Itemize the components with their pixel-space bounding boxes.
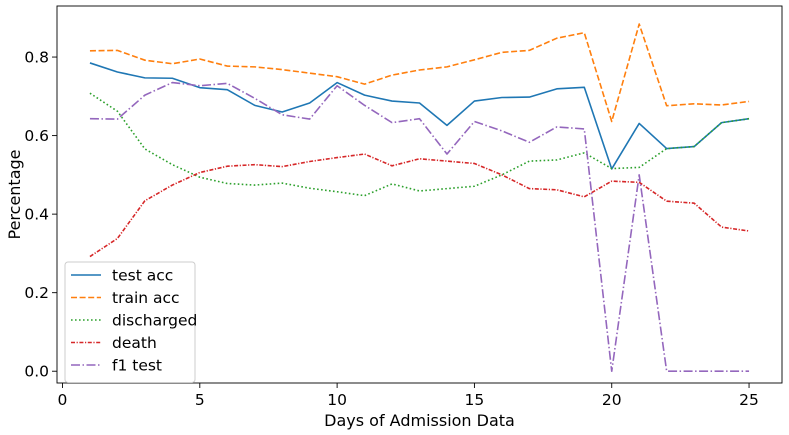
x-tick-label: 20 [602, 391, 622, 409]
series-line-death [89, 153, 750, 258]
series-layer [89, 23, 750, 373]
y-tick-label: 0.6 [24, 127, 49, 145]
y-tick-label: 0.2 [24, 284, 49, 302]
legend-box [64, 261, 196, 383]
legend-label-train-acc: train acc [112, 289, 180, 307]
x-axis-ticks: 0 5 10 15 20 25 [58, 383, 759, 409]
series-f1-test [89, 81, 750, 373]
series-line-test-acc [89, 62, 750, 170]
y-tick-label: 0.4 [24, 206, 49, 224]
legend-label-test-acc: test acc [112, 267, 173, 285]
legend-label-death: death [112, 334, 157, 352]
x-tick-label: 15 [465, 391, 485, 409]
series-discharged [89, 92, 750, 197]
series-line-discharged [89, 92, 750, 197]
series-line-train-acc [89, 23, 750, 123]
x-axis-label: Days of Admission Data [324, 411, 515, 430]
y-axis-ticks: 0.0 0.2 0.4 0.6 0.8 [24, 49, 57, 381]
series-line-f1-test [89, 81, 750, 373]
x-tick-label: 10 [327, 391, 347, 409]
x-tick-label: 25 [739, 391, 759, 409]
x-tick-label: 5 [195, 391, 205, 409]
series-test-acc [89, 62, 750, 170]
series-train-acc [89, 23, 750, 123]
legend-label-discharged: discharged [112, 312, 197, 330]
legend: test acc train acc discharged death f1 test [64, 261, 197, 383]
legend-label-f1-test: f1 test [112, 357, 162, 375]
plot-area-frame [56, 5, 783, 384]
y-tick-label: 0.0 [24, 363, 49, 381]
y-tick-label: 0.8 [24, 49, 49, 67]
y-axis-label: Percentage [5, 149, 24, 239]
series-death [89, 153, 750, 258]
x-tick-label: 0 [58, 391, 68, 409]
